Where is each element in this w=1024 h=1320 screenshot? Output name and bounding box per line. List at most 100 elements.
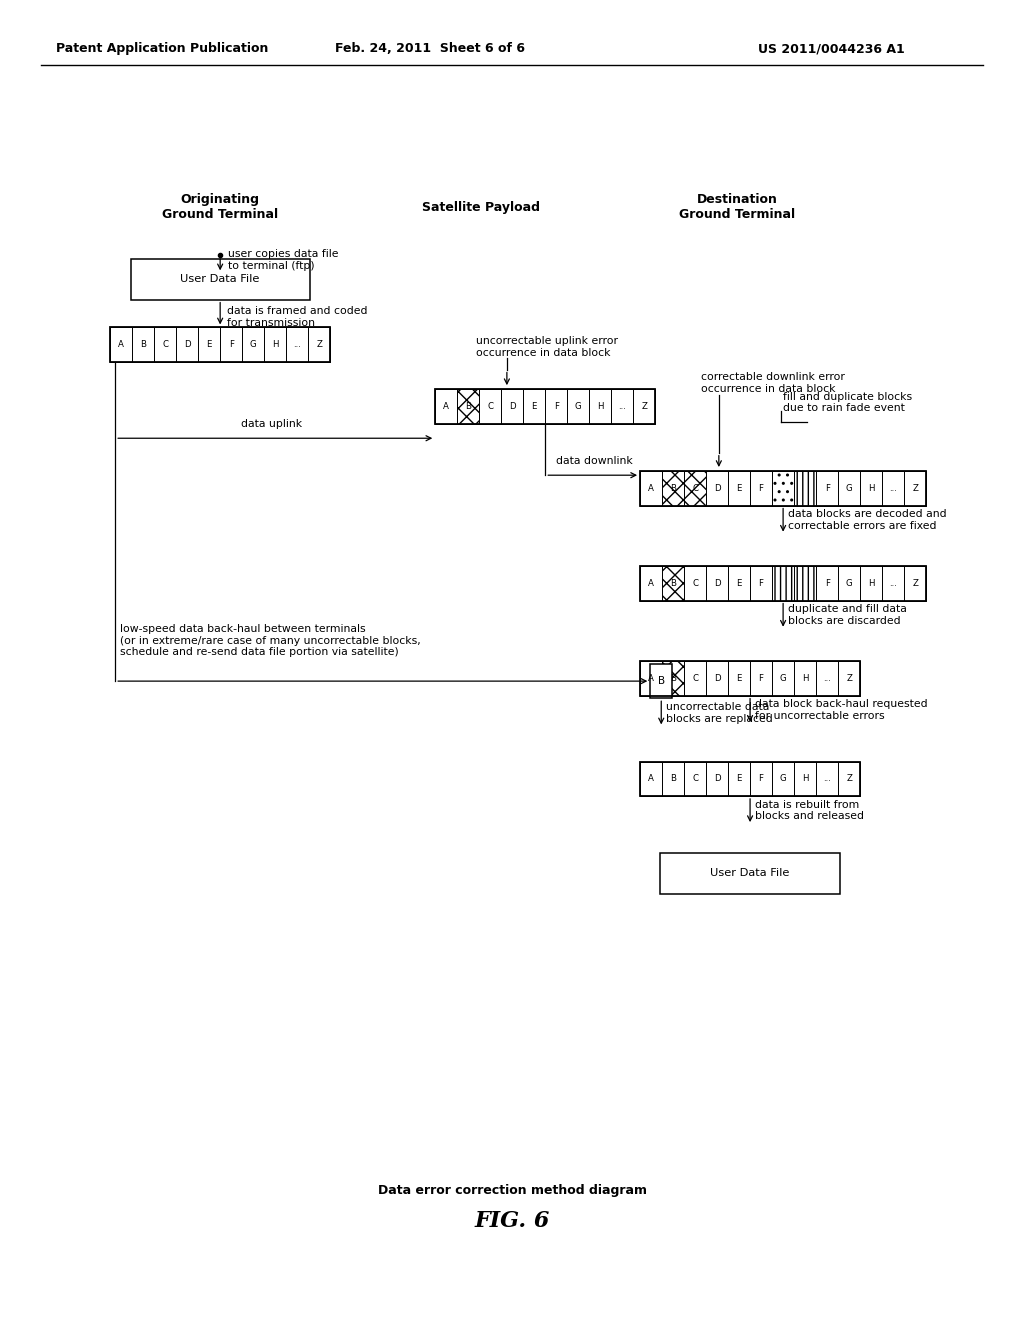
Bar bbox=[750, 566, 772, 601]
Bar bbox=[750, 471, 772, 506]
Text: A: A bbox=[648, 775, 654, 783]
Bar bbox=[131, 259, 309, 300]
Text: User Data File: User Data File bbox=[180, 275, 260, 284]
Bar bbox=[772, 762, 795, 796]
Bar bbox=[199, 327, 220, 362]
Text: F: F bbox=[759, 775, 764, 783]
Text: B: B bbox=[657, 676, 665, 686]
Bar bbox=[176, 327, 199, 362]
Text: G: G bbox=[250, 341, 257, 348]
Bar bbox=[860, 471, 882, 506]
Bar bbox=[650, 664, 672, 698]
Text: C: C bbox=[692, 675, 698, 682]
Text: C: C bbox=[162, 341, 168, 348]
Bar bbox=[662, 661, 684, 696]
Text: H: H bbox=[868, 579, 874, 587]
Text: US 2011/0044236 A1: US 2011/0044236 A1 bbox=[758, 42, 904, 55]
Text: fill and duplicate blocks
due to rain fade event: fill and duplicate blocks due to rain fa… bbox=[783, 392, 912, 413]
Text: E: E bbox=[207, 341, 212, 348]
Bar bbox=[611, 389, 633, 424]
Bar bbox=[684, 566, 707, 601]
Text: Satellite Payload: Satellite Payload bbox=[422, 201, 541, 214]
Bar bbox=[750, 762, 772, 796]
Bar bbox=[684, 661, 707, 696]
Text: F: F bbox=[554, 403, 559, 411]
Text: uncorrectable data
blocks are replaced: uncorrectable data blocks are replaced bbox=[667, 702, 773, 723]
Bar bbox=[660, 853, 840, 894]
Bar bbox=[728, 661, 750, 696]
Bar bbox=[590, 389, 611, 424]
Bar bbox=[435, 389, 457, 424]
Text: correctable downlink error
occurrence in data block: correctable downlink error occurrence in… bbox=[701, 372, 846, 393]
Bar bbox=[640, 661, 860, 696]
Text: Feb. 24, 2011  Sheet 6 of 6: Feb. 24, 2011 Sheet 6 of 6 bbox=[335, 42, 525, 55]
Text: G: G bbox=[779, 675, 786, 682]
Bar bbox=[707, 566, 728, 601]
Text: G: G bbox=[574, 403, 582, 411]
Text: G: G bbox=[779, 775, 786, 783]
Bar bbox=[728, 471, 750, 506]
Text: ...: ... bbox=[618, 403, 627, 411]
Text: Z: Z bbox=[641, 403, 647, 411]
Text: uncorrectable uplink error
occurrence in data block: uncorrectable uplink error occurrence in… bbox=[476, 337, 618, 358]
Bar bbox=[640, 661, 662, 696]
Text: B: B bbox=[670, 579, 676, 587]
Text: FIG. 6: FIG. 6 bbox=[474, 1210, 550, 1232]
Text: data downlink: data downlink bbox=[555, 455, 632, 466]
Bar bbox=[795, 566, 816, 601]
Bar bbox=[435, 389, 655, 424]
Text: Z: Z bbox=[316, 341, 323, 348]
Bar bbox=[640, 566, 662, 601]
Bar bbox=[772, 566, 795, 601]
Text: F: F bbox=[824, 484, 829, 492]
Text: Originating
Ground Terminal: Originating Ground Terminal bbox=[162, 193, 279, 222]
Bar bbox=[795, 471, 816, 506]
Bar bbox=[904, 471, 926, 506]
Text: E: E bbox=[736, 579, 741, 587]
Text: D: D bbox=[184, 341, 190, 348]
Text: Data error correction method diagram: Data error correction method diagram bbox=[378, 1184, 646, 1197]
Bar bbox=[816, 661, 838, 696]
Bar bbox=[640, 762, 860, 796]
Text: A: A bbox=[648, 675, 654, 682]
Bar bbox=[155, 327, 176, 362]
Text: A: A bbox=[118, 341, 124, 348]
Text: F: F bbox=[759, 484, 764, 492]
Text: ...: ... bbox=[889, 579, 897, 587]
Text: C: C bbox=[692, 484, 698, 492]
Bar bbox=[838, 661, 860, 696]
Bar bbox=[772, 661, 795, 696]
Bar bbox=[662, 762, 684, 796]
Text: D: D bbox=[714, 775, 720, 783]
Bar bbox=[838, 762, 860, 796]
Text: D: D bbox=[714, 579, 720, 587]
Text: user copies data file
to terminal (ftp): user copies data file to terminal (ftp) bbox=[228, 249, 339, 271]
Bar bbox=[640, 471, 662, 506]
Text: H: H bbox=[802, 675, 808, 682]
Text: Z: Z bbox=[846, 775, 852, 783]
Bar bbox=[795, 661, 816, 696]
Text: D: D bbox=[509, 403, 515, 411]
Text: Destination
Ground Terminal: Destination Ground Terminal bbox=[679, 193, 796, 222]
Text: C: C bbox=[692, 579, 698, 587]
Bar bbox=[838, 566, 860, 601]
Text: Z: Z bbox=[846, 675, 852, 682]
Bar bbox=[728, 566, 750, 601]
Text: H: H bbox=[272, 341, 279, 348]
Bar bbox=[684, 471, 707, 506]
Text: F: F bbox=[759, 579, 764, 587]
Bar bbox=[640, 471, 926, 506]
Text: ...: ... bbox=[823, 775, 831, 783]
Bar bbox=[707, 471, 728, 506]
Text: data blocks are decoded and
correctable errors are fixed: data blocks are decoded and correctable … bbox=[788, 510, 947, 531]
Bar bbox=[640, 566, 926, 601]
Text: B: B bbox=[670, 675, 676, 682]
Text: H: H bbox=[597, 403, 603, 411]
Bar bbox=[479, 389, 502, 424]
Text: A: A bbox=[443, 403, 450, 411]
Bar bbox=[243, 327, 264, 362]
Text: F: F bbox=[824, 579, 829, 587]
Text: duplicate and fill data
blocks are discarded: duplicate and fill data blocks are disca… bbox=[788, 605, 907, 626]
Text: D: D bbox=[714, 484, 720, 492]
Text: User Data File: User Data File bbox=[711, 869, 790, 878]
